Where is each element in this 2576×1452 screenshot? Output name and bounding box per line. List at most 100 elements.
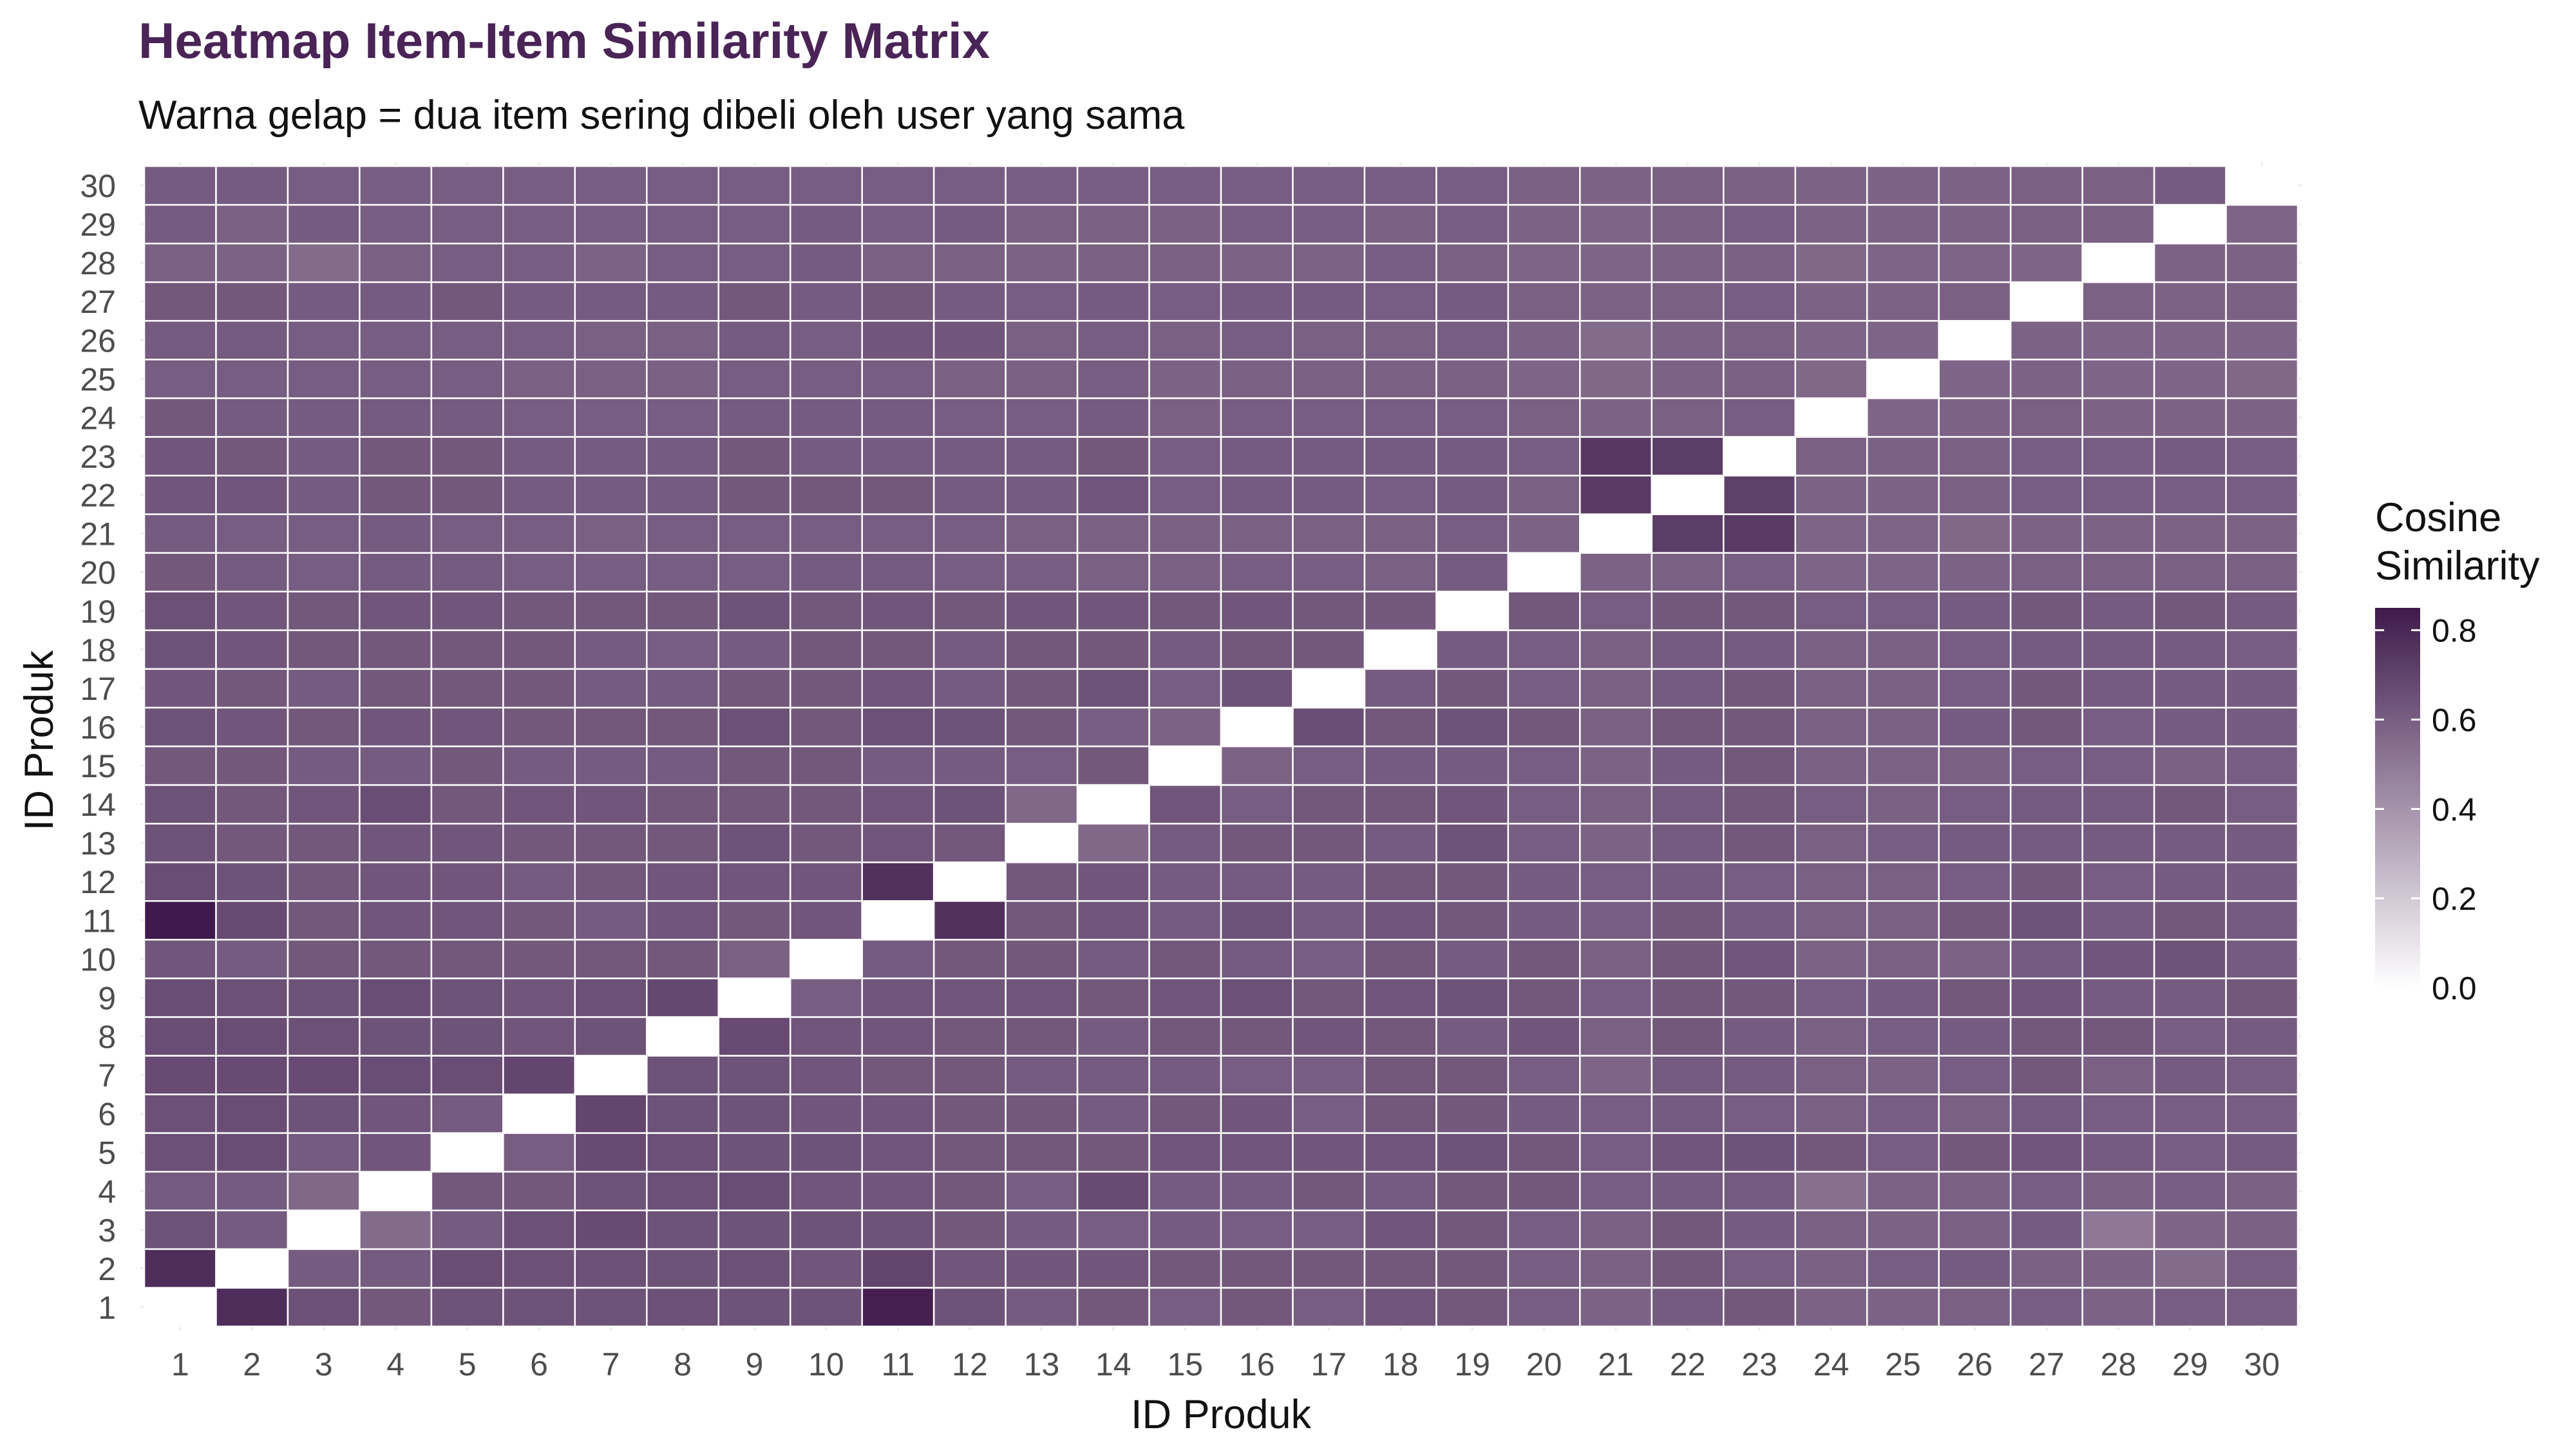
y-tick-label: 27 (80, 284, 116, 320)
heatmap-cell (2153, 1287, 2227, 1328)
heatmap-cell (2009, 745, 2083, 786)
heatmap-cell (1363, 320, 1437, 361)
heatmap-cell (215, 1248, 289, 1289)
heatmap-cell (143, 436, 217, 476)
heatmap-cell (789, 513, 863, 554)
heatmap-cell (287, 475, 361, 515)
heatmap-cell (1866, 1171, 1940, 1212)
heatmap-cell (1723, 1209, 1796, 1250)
heatmap-cell (1005, 629, 1079, 670)
heatmap-cell (1938, 861, 2012, 902)
heatmap-cell (1435, 1287, 1510, 1328)
heatmap-cell (1723, 165, 1796, 206)
heatmap-cell (430, 784, 504, 825)
heatmap-cell (933, 1287, 1007, 1328)
heatmap-cell (2225, 436, 2299, 476)
heatmap-cell (1579, 861, 1653, 902)
heatmap-cell (646, 706, 719, 748)
heatmap-cell (287, 629, 361, 670)
heatmap-cell (502, 590, 576, 632)
heatmap-cell (2009, 629, 2083, 670)
heatmap-cell (2081, 822, 2155, 863)
heatmap-cell (1148, 1016, 1222, 1057)
heatmap-cell (1363, 1093, 1437, 1134)
heatmap-cell (646, 1016, 719, 1057)
heatmap-cell (430, 1055, 504, 1095)
heatmap-cell (1866, 1248, 1940, 1289)
heatmap-cell (1794, 1132, 1868, 1173)
heatmap-cell (359, 436, 433, 476)
x-tick-label: 5 (459, 1346, 477, 1382)
heatmap-cell (1938, 939, 2012, 979)
heatmap-cell (861, 1132, 935, 1173)
heatmap-cell (1938, 977, 2012, 1018)
heatmap-cell (1005, 281, 1079, 322)
heatmap-cell (1723, 203, 1796, 245)
heatmap-cell (502, 1016, 576, 1057)
heatmap-cell (574, 513, 648, 554)
heatmap-cell (717, 513, 791, 554)
heatmap-cell (143, 397, 217, 438)
heatmap-cell (861, 668, 935, 709)
heatmap-cell (1723, 359, 1796, 399)
heatmap-cell (1148, 1209, 1222, 1250)
heatmap-cell (1076, 320, 1150, 361)
heatmap-cell (2153, 552, 2227, 592)
heatmap-cell (933, 552, 1007, 592)
y-tick-label: 24 (80, 400, 116, 436)
heatmap-cell (2009, 822, 2083, 863)
heatmap-cell (359, 977, 433, 1018)
heatmap-cell (359, 745, 433, 786)
heatmap-cell (1651, 706, 1725, 748)
heatmap-cell (502, 1171, 576, 1212)
heatmap-cell (1579, 1287, 1653, 1328)
heatmap-cell (430, 629, 504, 670)
heatmap-cell (574, 359, 648, 399)
heatmap-cell (1435, 1209, 1510, 1250)
heatmap-cell (2225, 359, 2299, 399)
y-tick-label: 17 (80, 671, 116, 707)
heatmap-cell (1076, 1248, 1150, 1289)
heatmap-cell (1148, 1248, 1222, 1289)
heatmap-cell (143, 1248, 217, 1289)
heatmap-cell (2081, 1093, 2155, 1134)
heatmap-cell (2225, 861, 2299, 902)
heatmap-cell (143, 1055, 217, 1095)
heatmap-cell (1579, 436, 1653, 476)
heatmap-cell (1651, 1132, 1725, 1173)
heatmap-cell (1507, 784, 1581, 825)
heatmap-cell (1651, 320, 1725, 361)
heatmap-cell (215, 629, 289, 670)
heatmap-cell (143, 861, 217, 902)
heatmap-cell (359, 513, 433, 554)
heatmap-cell (1076, 1171, 1150, 1212)
heatmap-cell (1148, 475, 1222, 515)
heatmap-cell (2153, 1171, 2227, 1212)
heatmap-cell (1723, 552, 1796, 592)
legend-tick-label: 0.2 (2432, 881, 2477, 917)
legend: Cosine Similarity 0.0 0.2 0.4 0.6 0.8 (2375, 495, 2540, 1006)
heatmap-cell (574, 1248, 648, 1289)
legend-tick-label: 0.4 (2432, 791, 2477, 827)
heatmap-cell (1076, 1055, 1150, 1095)
heatmap-cell (287, 281, 361, 322)
heatmap-cell (574, 1132, 648, 1173)
heatmap-cell (1866, 822, 1940, 863)
heatmap-cell (646, 1132, 719, 1173)
heatmap-cell (1579, 668, 1653, 709)
heatmap-cell (1651, 165, 1725, 206)
heatmap-cell (2225, 629, 2299, 670)
heatmap-cell (1435, 668, 1510, 709)
heatmap-cell (359, 320, 433, 361)
heatmap-cell (287, 203, 361, 245)
heatmap-cell (502, 281, 576, 322)
heatmap-cell (1866, 784, 1940, 825)
heatmap-cell (1005, 1287, 1079, 1328)
heatmap-cell (1507, 668, 1581, 709)
heatmap-cell (430, 359, 504, 399)
heatmap-cell (1866, 203, 1940, 245)
heatmap-cell (215, 436, 289, 476)
heatmap-cell (1076, 668, 1150, 709)
heatmap-cell (287, 1016, 361, 1057)
heatmap-cell (933, 1248, 1007, 1289)
